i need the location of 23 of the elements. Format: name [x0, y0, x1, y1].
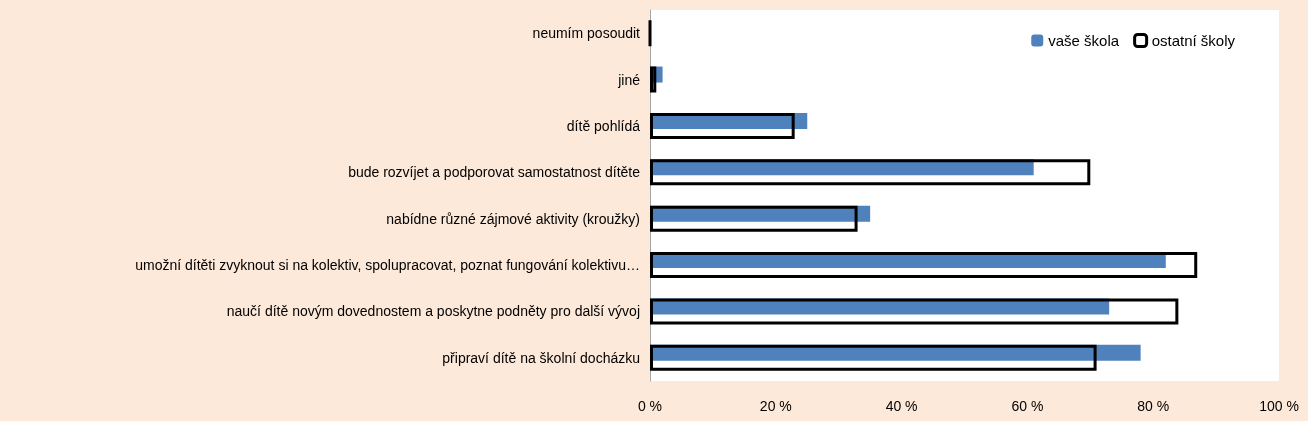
y-tick-label: nabídne různé zájmové aktivity (kroužky) — [386, 210, 640, 227]
bar — [650, 252, 1198, 279]
bar — [650, 205, 858, 232]
bar — [650, 298, 1179, 325]
y-tick-label: jiné — [617, 71, 641, 88]
x-tick-label: 100 % — [1259, 398, 1299, 414]
legend-label: vaše škola — [1048, 32, 1120, 49]
y-tick-label: neumím posoudit — [532, 25, 641, 42]
x-tick-label: 80 % — [1137, 398, 1170, 414]
bar — [650, 159, 1091, 186]
legend-label: ostatní školy — [1151, 32, 1236, 49]
y-tick-label: naučí dítě novým dovednostem a poskytne podněty pro další vývoj — [226, 303, 640, 320]
bar — [650, 344, 1097, 371]
y-tick-label: umožní dítěti zvyknout si na kolektiv, spolupracovat, poznat fungování kolektivu… — [135, 257, 640, 274]
bar — [650, 112, 795, 139]
x-tick-label: 0 % — [637, 398, 663, 414]
x-tick-label: 40 % — [885, 398, 918, 414]
y-tick-label: dítě pohlídá — [566, 117, 641, 134]
x-tick-label: 60 % — [1011, 398, 1044, 414]
y-tick-label: připraví dítě na školní docházku — [442, 349, 640, 366]
bar — [650, 66, 657, 93]
x-tick-label: 20 % — [759, 398, 792, 414]
y-tick-label: bude rozvíjet a podporovat samostatnost dítěte — [348, 164, 641, 181]
